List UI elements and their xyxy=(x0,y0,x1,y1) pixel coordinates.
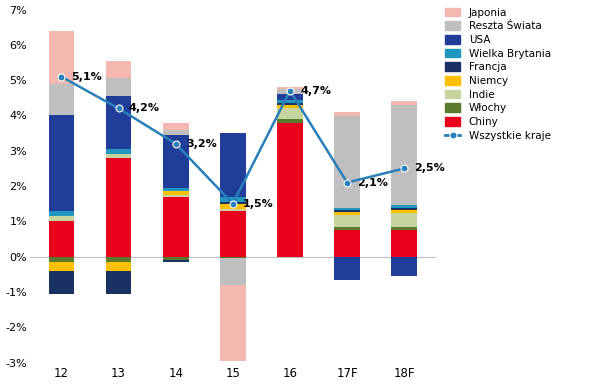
Bar xyxy=(277,89,303,94)
Bar xyxy=(220,196,246,202)
Bar xyxy=(106,96,131,149)
Text: 1,5%: 1,5% xyxy=(243,199,274,209)
Bar xyxy=(163,195,189,196)
Text: 5,1%: 5,1% xyxy=(71,72,102,81)
Legend: Japonia, Reszta Świata, USA, Wielka Brytania, Francja, Niemcy, Indie, Włochy, Ch: Japonia, Reszta Świata, USA, Wielka Bryt… xyxy=(445,8,551,141)
Bar xyxy=(277,103,303,105)
Text: 3,2%: 3,2% xyxy=(186,139,217,149)
Bar xyxy=(163,188,189,191)
Bar xyxy=(391,257,417,276)
Bar xyxy=(163,191,189,195)
Bar xyxy=(106,149,131,154)
Bar xyxy=(48,84,74,115)
Bar xyxy=(220,257,246,259)
Bar xyxy=(391,213,417,227)
Text: 2,1%: 2,1% xyxy=(358,178,388,188)
Bar xyxy=(391,208,417,210)
Bar xyxy=(335,208,360,210)
Bar xyxy=(220,202,246,204)
Bar xyxy=(391,101,417,105)
Bar xyxy=(48,222,74,257)
Bar xyxy=(220,285,246,361)
Bar xyxy=(106,262,131,271)
Bar xyxy=(48,271,74,294)
Bar xyxy=(277,108,303,119)
Bar xyxy=(277,119,303,122)
Bar xyxy=(163,122,189,130)
Bar xyxy=(335,116,360,208)
Bar xyxy=(220,209,246,211)
Bar xyxy=(335,230,360,257)
Bar xyxy=(48,31,74,84)
Bar xyxy=(277,122,303,257)
Bar xyxy=(220,204,246,209)
Bar xyxy=(163,135,189,188)
Bar xyxy=(106,271,131,294)
Bar xyxy=(391,105,417,205)
Bar xyxy=(277,100,303,103)
Bar xyxy=(335,210,360,212)
Bar xyxy=(48,211,74,216)
Bar xyxy=(106,154,131,158)
Bar xyxy=(277,87,303,89)
Text: 4,2%: 4,2% xyxy=(129,103,160,113)
Bar xyxy=(106,61,131,78)
Bar xyxy=(163,257,189,260)
Bar xyxy=(220,133,246,196)
Bar xyxy=(277,105,303,108)
Bar xyxy=(48,216,74,222)
Bar xyxy=(277,94,303,100)
Bar xyxy=(106,257,131,262)
Bar xyxy=(48,115,74,211)
Bar xyxy=(163,260,189,262)
Bar xyxy=(163,196,189,257)
Bar xyxy=(163,130,189,135)
Bar xyxy=(391,227,417,230)
Text: 4,7%: 4,7% xyxy=(300,86,332,96)
Bar xyxy=(335,257,360,279)
Text: 2,5%: 2,5% xyxy=(414,163,445,173)
Bar xyxy=(220,211,246,257)
Bar xyxy=(335,112,360,116)
Bar xyxy=(335,227,360,230)
Bar xyxy=(220,259,246,285)
Bar xyxy=(335,212,360,215)
Bar xyxy=(106,78,131,96)
Bar xyxy=(391,230,417,257)
Bar xyxy=(391,205,417,208)
Bar xyxy=(48,262,74,271)
Bar xyxy=(335,215,360,227)
Bar xyxy=(106,158,131,257)
Bar xyxy=(391,210,417,213)
Bar xyxy=(48,257,74,262)
